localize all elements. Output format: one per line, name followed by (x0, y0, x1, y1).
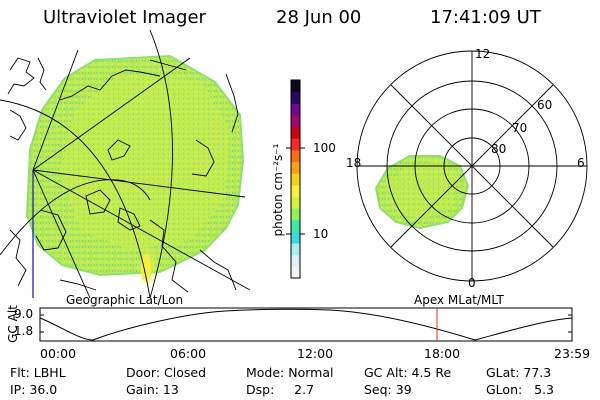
polar-label-6: 6 (577, 156, 585, 170)
colorbar-segment (291, 196, 300, 209)
altitude-curve (39, 308, 573, 341)
geographic-label: Geographic Lat/Lon (66, 293, 184, 307)
colorbar-segment (291, 91, 300, 104)
status-gc-alt: GC Alt: 4.5 Re (364, 365, 452, 380)
colorbar-tick-100: 100 (313, 141, 336, 155)
instrument-title: Ultraviolet Imager (43, 7, 206, 28)
colorbar-segment (291, 103, 300, 116)
colorbar-segment (291, 114, 300, 128)
colorbar-segment (291, 173, 300, 186)
polar-plot (356, 50, 588, 282)
status-dsp: Dsp: 2.7 (246, 382, 315, 397)
x-tick-0600: 06:00 (170, 346, 207, 361)
y-tick-9: 9.0 (14, 307, 34, 321)
colorbar-segment (291, 161, 300, 174)
colorbar-segment (291, 80, 300, 93)
geographic-image (0, 30, 250, 298)
x-tick-0000: 00:00 (40, 346, 77, 361)
apex-label: Apex MLat/MLT (414, 293, 504, 307)
colorbar-segment (291, 266, 300, 279)
polar-lat-80: 80 (491, 142, 507, 156)
polar-label-18: 18 (346, 156, 362, 170)
observation-date: 28 Jun 00 (276, 7, 362, 28)
polar-lat-70: 70 (512, 121, 528, 135)
colorbar-segment (291, 243, 300, 256)
colorbar-segment (291, 208, 300, 221)
colorbar-segment (291, 149, 300, 163)
colorbar-segment (291, 254, 300, 267)
y-tick-1-8: 1.8 (14, 324, 34, 338)
colorbar-units-label: photon cm⁻²s⁻¹ (271, 143, 285, 237)
colorbar-segment (291, 231, 300, 244)
polar-lat-60: 60 (537, 98, 553, 112)
lat-lon-grid (0, 30, 250, 298)
x-tick-2359: 23:59 (554, 346, 591, 361)
x-tick-1200: 12:00 (297, 346, 334, 361)
colorbar-frame (290, 79, 301, 279)
colorbar-segment (291, 138, 300, 151)
colorbar-segment (291, 219, 300, 232)
status-seq: Seq: 39 (364, 382, 412, 397)
status-glon: GLon: 5.3 (486, 382, 555, 397)
status-glat: GLat: 77.3 (486, 365, 552, 380)
colorbar-segment (291, 126, 300, 139)
status-mode: Mode: Normal (246, 365, 334, 380)
status-ip: IP: 36.0 (10, 382, 58, 397)
polar-label-0: 0 (468, 276, 476, 290)
colorbar-ticks (286, 147, 305, 235)
observation-time: 17:41:09 UT (430, 7, 541, 28)
colorbar-tick-10: 10 (313, 227, 329, 241)
colorbar (290, 79, 301, 279)
status-gain: Gain: 13 (126, 382, 179, 397)
status-filter: Flt: LBHL (10, 365, 66, 380)
altitude-plot (39, 307, 573, 342)
status-door: Door: Closed (126, 365, 207, 380)
x-tick-1800: 18:00 (424, 346, 461, 361)
colorbar-segment (291, 184, 300, 197)
coastline-outlines (7, 57, 239, 293)
polar-label-12: 12 (475, 47, 491, 61)
